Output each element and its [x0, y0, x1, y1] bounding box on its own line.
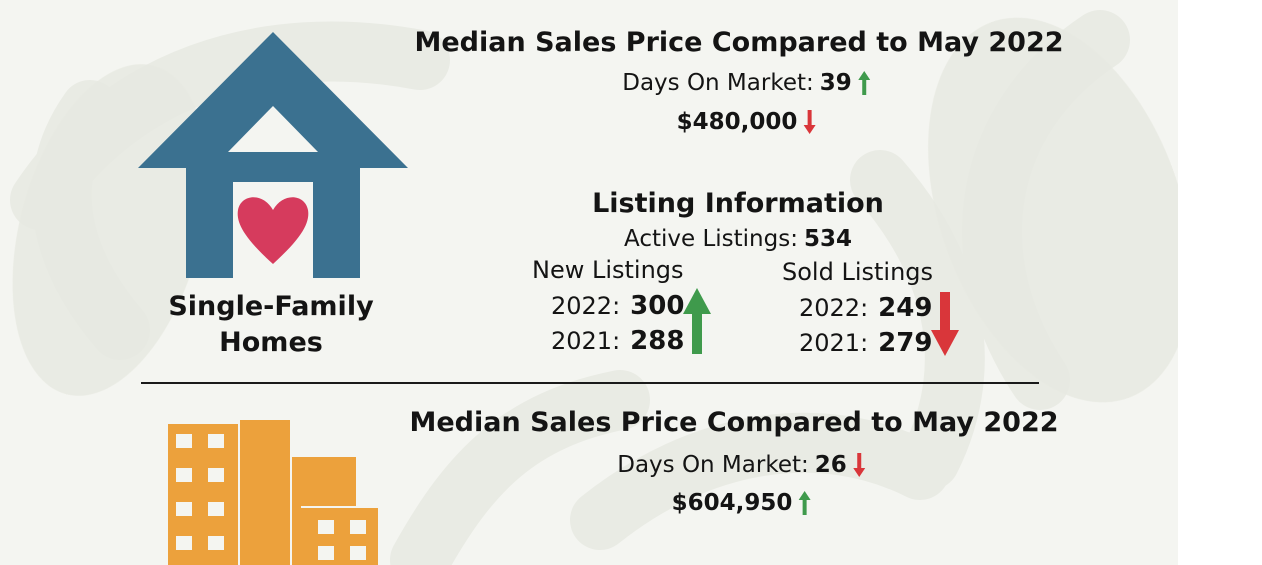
condo-dom-label: Days On Market:: [617, 452, 809, 478]
new-listings-year: 2021:: [551, 327, 621, 355]
leaf-watermark: [10, 10, 1178, 565]
new-listings-row: 2021: 288: [551, 326, 684, 356]
condo-median-heading: Median Sales Price Compared to May 2022: [409, 407, 1059, 438]
house-heart-icon: [138, 32, 408, 278]
house-label-line2: Homes: [219, 327, 323, 358]
sf-median-heading: Median Sales Price Compared to May 2022: [414, 27, 1064, 58]
condo-days-on-market: Days On Market: 26: [617, 452, 865, 478]
sf-dom-label: Days On Market:: [622, 70, 814, 96]
sold-listings-row: 2022: 249: [799, 293, 932, 323]
large-up-arrow-icon: [683, 288, 711, 354]
up-arrow-icon: [798, 491, 811, 515]
large-down-arrow-icon: [931, 292, 959, 356]
sold-listings-value: 279: [878, 328, 933, 358]
condo-price: $604,950: [672, 490, 811, 516]
sold-listings-value: 249: [878, 293, 933, 323]
sold-listings-year: 2021:: [799, 329, 869, 357]
sf-dom-value: 39: [819, 70, 852, 96]
new-listings-value: 300: [630, 291, 685, 321]
active-listings: Active Listings: 534: [624, 226, 852, 252]
down-arrow-icon: [852, 453, 865, 477]
house-label-line1: Single-Family: [168, 291, 374, 322]
buildings-icon: [168, 420, 378, 565]
active-listings-value: 534: [803, 226, 852, 252]
sf-price: $480,000: [677, 109, 816, 135]
house-label: Single-Family Homes: [168, 289, 373, 361]
sf-price-value: $480,000: [676, 109, 798, 135]
new-listings-row: 2022: 300: [551, 291, 684, 321]
new-listings-value: 288: [630, 326, 685, 356]
up-arrow-icon: [857, 71, 870, 95]
condo-price-value: $604,950: [671, 490, 793, 516]
active-listings-label: Active Listings:: [624, 226, 798, 252]
new-listings-title: New Listings: [532, 256, 684, 284]
listing-info-heading: Listing Information: [592, 188, 884, 219]
condo-dom-value: 26: [814, 452, 847, 478]
section-divider: [141, 382, 1039, 384]
sf-days-on-market: Days On Market: 39: [622, 70, 870, 96]
new-listings-year: 2022:: [551, 292, 621, 320]
sold-listings-row: 2021: 279: [799, 328, 932, 358]
down-arrow-icon: [803, 110, 816, 134]
sold-listings-title: Sold Listings: [782, 258, 934, 286]
sold-listings-year: 2022:: [799, 294, 869, 322]
